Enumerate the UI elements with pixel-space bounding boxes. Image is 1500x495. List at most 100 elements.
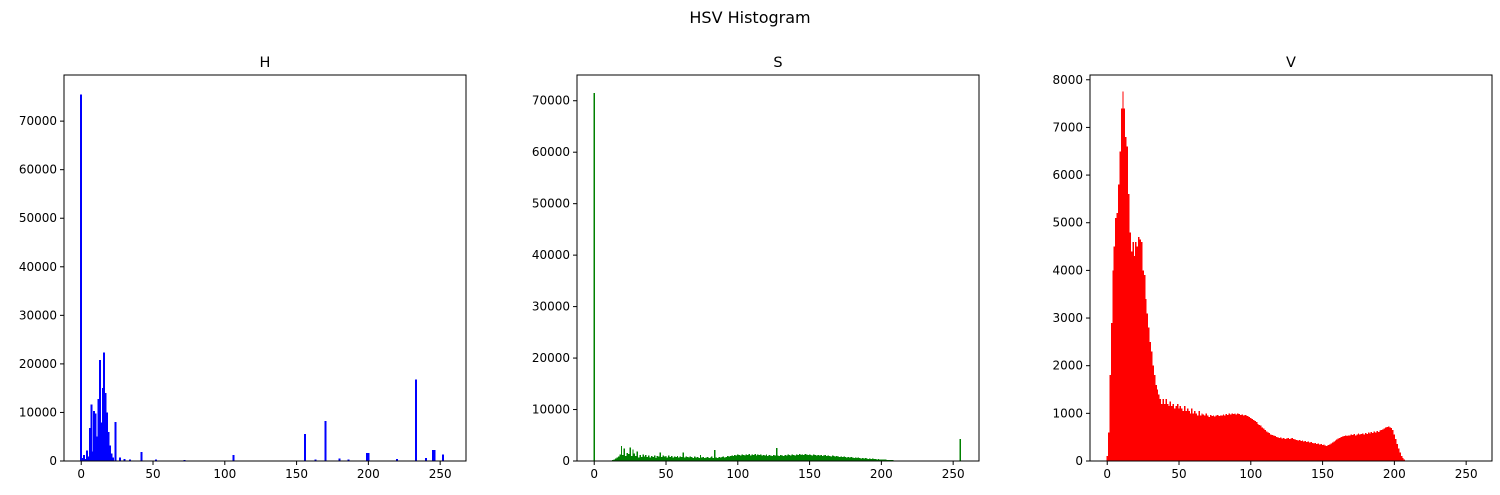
s-bar [771,455,773,461]
v-bar [1395,439,1397,461]
v-bar [1397,448,1400,461]
v-bar [1129,232,1131,461]
v-bar [1125,136,1127,461]
s-bar [784,454,786,461]
s-bar [669,456,672,461]
s-bar [630,455,633,461]
v-bar [1380,430,1383,461]
s-bar [744,455,746,461]
s-bar [696,456,699,461]
v-bar [1241,414,1243,461]
h-bar [106,412,109,461]
v-bar [1251,419,1253,461]
v-bar [1296,440,1298,461]
h-bar [154,459,157,461]
v-bar [1191,408,1193,461]
v-bar [1186,408,1189,461]
v-bar [1326,445,1328,461]
v-bar [1219,415,1222,461]
s-bar [765,454,768,461]
v-bar [1242,415,1245,461]
s-bar [806,454,808,461]
h-bar [414,379,417,461]
v-bar [1373,431,1375,461]
v-bar [1142,270,1144,461]
s-bar [817,454,819,461]
v-bar [1194,410,1196,461]
s-bar [646,456,649,461]
v-bar [1123,108,1126,462]
h-bar [104,393,107,461]
v-bar [1132,241,1134,461]
v-bar [1139,239,1141,461]
h-bar [304,433,307,461]
h-bar [324,421,327,461]
s-bar [783,455,785,461]
s-bar [694,456,696,461]
v-bar [1336,439,1338,461]
s-bar [791,454,794,461]
s-bar [745,454,748,461]
v-bar [1122,91,1124,462]
h-axes-frame [63,74,467,462]
v-bar [1212,415,1215,461]
h-bar [114,422,117,461]
v-bar [1168,406,1170,461]
s-bar [742,454,745,461]
v-bar [1383,428,1386,461]
v-bar [1258,424,1261,461]
v-bar [1204,415,1206,461]
s-bar [787,454,789,461]
s-bar [632,449,634,461]
v-bar [1324,445,1327,461]
v-bar [1247,416,1249,461]
s-bar [649,457,651,461]
h-panel-title: H [260,55,271,71]
s-bar [704,457,706,461]
v-bar [1382,429,1384,461]
h-x-tick-label: 200 [357,467,380,481]
s-x-tick-label: 50 [658,467,673,481]
h-bar [347,459,350,461]
s-bar [653,455,656,461]
v-panel-title: V [1286,55,1296,71]
s-bar [636,451,639,461]
v-bar [1181,408,1183,461]
hue-histogram-panel: 0 50 100 150 200 250 0 10000 20000 30000 40000 5000… [19,55,467,481]
v-bar [1222,414,1225,461]
v-bar [1294,439,1297,461]
s-bar [768,454,771,461]
s-bar [853,457,855,461]
v-x-tick-label: 50 [1171,467,1186,481]
v-bar [1161,403,1163,461]
h-y-tick-label: 20000 [19,357,57,371]
s-bar [747,454,749,461]
s-bar [732,455,735,461]
v-bar [1109,375,1111,461]
s-bar [788,454,791,461]
v-bar [1169,401,1172,461]
h-bar [101,388,104,461]
s-bar [859,457,861,461]
v-bar [1149,341,1152,461]
h-bar [96,436,99,461]
s-bar [615,458,617,461]
h-bar [83,455,86,461]
v-bar [1306,441,1308,461]
s-bar [876,459,878,461]
s-bar [870,458,873,461]
s-bar [666,457,669,461]
v-bar [1357,433,1360,461]
h-bar [110,453,113,461]
v-bar [1261,427,1264,461]
v-bar [1267,432,1269,461]
s-bar [785,455,788,461]
s-y-tick-label: 40000 [532,248,570,262]
s-bar [755,455,758,461]
s-bar [648,455,650,461]
v-bar [1119,151,1121,461]
s-bar [814,454,817,461]
s-bar [748,453,751,461]
v-bar [1234,413,1236,461]
s-bar [830,456,832,461]
